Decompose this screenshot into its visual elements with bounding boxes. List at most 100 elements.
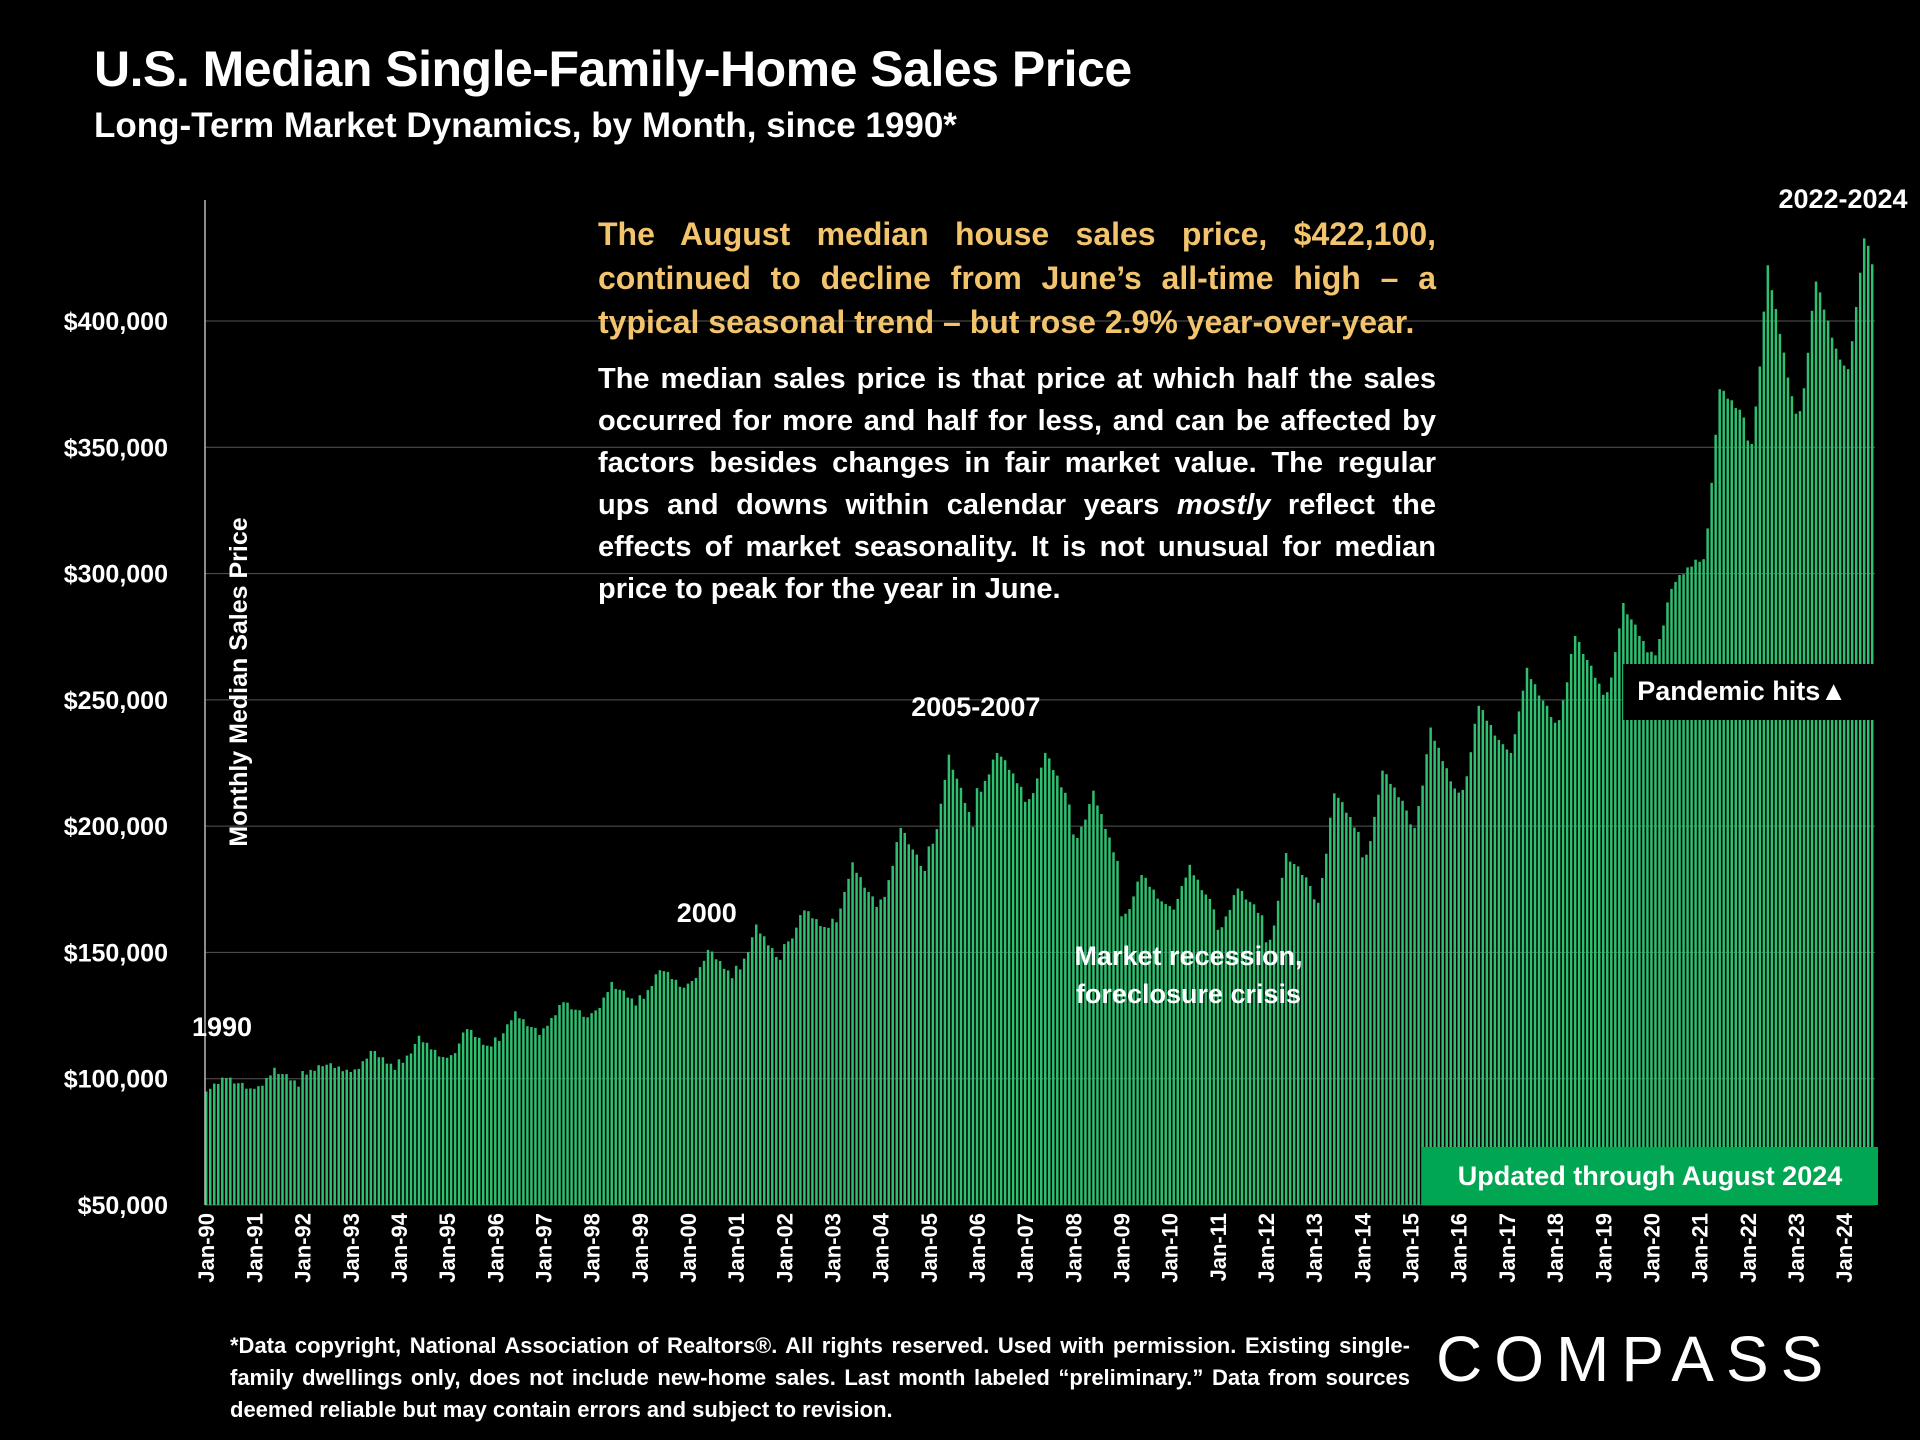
bar [1192,875,1196,1205]
bar [345,1069,348,1205]
bar [586,1017,589,1205]
bar [835,922,838,1205]
bar [1160,901,1163,1205]
y-axis-title: Monthly Median Sales Price [225,517,253,846]
bar [349,1072,353,1205]
updated-badge: Updated through August 2024 [1422,1147,1878,1205]
y-tick-label: $350,000 [64,434,168,462]
bar [702,960,706,1205]
bar [257,1086,260,1205]
bar [1818,292,1822,1205]
bar [1256,912,1260,1205]
bar [662,971,666,1205]
bar [233,1083,236,1205]
bar [951,769,955,1205]
bar [851,862,854,1205]
bar [1610,677,1613,1205]
bar [1373,816,1376,1205]
bar [205,1091,208,1205]
bar [522,1019,525,1205]
bar [883,896,886,1205]
bar [763,936,766,1205]
bar [1308,886,1312,1205]
bar [1822,309,1826,1206]
bar [726,970,730,1205]
annotation-label: 2005-2007 [911,692,1040,722]
bar [285,1074,288,1205]
bar [867,892,870,1205]
bar [1549,717,1553,1205]
bar [377,1057,381,1205]
annotation-label: Pandemic hits▲ [1637,676,1847,706]
x-axis: Jan-90 Jan-91 Jan-92 Jan-93 Jan-94 Jan-95 Jan-… [194,1212,1857,1282]
bar [510,1020,513,1205]
y-tick-label: $400,000 [64,308,168,336]
bar [979,791,983,1205]
bar [610,981,613,1205]
x-tick-label: Jan-16 [1447,1213,1472,1283]
bar [506,1024,509,1205]
bar [590,1013,593,1205]
bar [638,995,642,1205]
bar [1517,711,1521,1205]
bar [1774,309,1778,1205]
bar [1533,684,1537,1205]
bar [1023,801,1027,1205]
bar [1401,800,1404,1205]
bar [333,1067,336,1205]
bar [887,880,890,1205]
annotation-label: 2000 [677,898,737,928]
bar [1409,824,1412,1205]
bar [1786,377,1790,1205]
bar [1658,639,1661,1205]
bar [1457,792,1460,1205]
bar [706,949,710,1205]
x-tick-label: Jan-06 [965,1213,990,1283]
bar [245,1088,248,1205]
x-tick-label: Jan-24 [1832,1212,1857,1282]
x-tick-label: Jan-03 [821,1213,846,1283]
bar [1441,761,1444,1205]
y-tick-label: $250,000 [64,687,168,715]
bar [947,754,951,1205]
bar [373,1051,377,1205]
bar [1826,320,1830,1205]
bar [1321,877,1324,1205]
x-tick-label: Jan-99 [628,1213,653,1283]
bar [1782,352,1786,1206]
bar [429,1049,433,1205]
bar [1076,838,1079,1205]
bar [1353,827,1356,1205]
bar [1702,559,1705,1205]
bar [433,1049,437,1205]
bar [1722,390,1725,1205]
bar [1296,866,1300,1205]
bar [486,1045,489,1205]
x-tick-label: Jan-11 [1206,1213,1231,1282]
bar [767,945,770,1205]
bar [1858,272,1862,1205]
bar [289,1080,292,1205]
bar [546,1025,549,1205]
bar [241,1082,244,1205]
bar [1710,482,1713,1205]
bar [1312,899,1316,1205]
bar [815,919,818,1205]
bar [975,788,979,1205]
bar [1084,819,1087,1205]
bar [1545,705,1549,1205]
bar [1031,793,1035,1205]
bar [1846,369,1850,1206]
bar [999,756,1003,1205]
bar [943,779,947,1205]
bar [682,987,686,1205]
bar [213,1083,216,1205]
bar [1172,909,1175,1205]
bar [931,843,935,1205]
bar [1453,788,1456,1205]
bar [1317,902,1320,1205]
bar [666,971,670,1205]
x-tick-label: Jan-95 [435,1213,460,1283]
bar [1112,852,1115,1205]
bar [1184,877,1188,1205]
